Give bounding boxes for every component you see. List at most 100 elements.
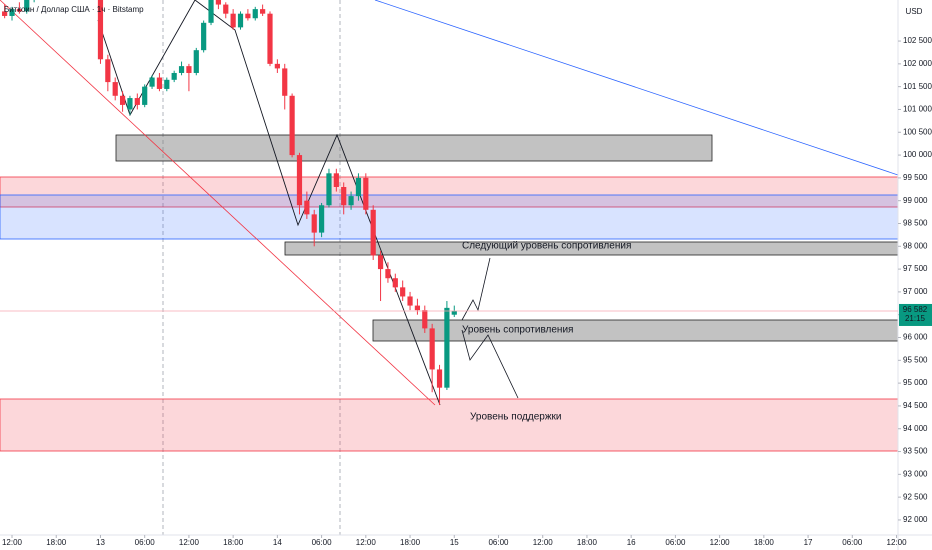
x-tick-label: 17 [804,538,813,547]
candle-body [282,68,288,96]
candle-body [252,9,258,19]
x-tick-label: 18:00 [754,538,775,547]
x-tick-label: 06:00 [488,538,509,547]
candle-body [422,310,428,329]
candle-body [274,63,280,69]
y-tick-label: 100 000 [903,150,932,159]
zigzag [97,0,441,406]
y-tick-label: 92 000 [903,515,928,524]
x-tick-label: 12:00 [179,538,200,547]
candle-body [318,205,325,233]
x-tick-label: 12:00 [887,538,908,547]
candle-body [348,196,354,206]
zone [0,194,898,240]
y-tick-label: 92 500 [903,492,928,501]
price-label: 96 582 [903,305,928,314]
candle-body [289,95,295,156]
zone [115,134,713,162]
countdown: 21:15 [905,314,926,323]
candle-body [436,369,443,388]
candle-body [451,310,457,315]
candle-body [9,9,15,16]
x-tick-label: 15 [450,538,459,547]
candle-body [105,59,111,83]
y-tick-label: 99 500 [903,173,928,182]
candle-body [201,22,207,51]
y-tick-label: 94 500 [903,401,928,410]
x-tick-label: 06:00 [842,538,863,547]
trend-line [374,0,898,176]
candle-body [407,296,413,306]
x-tick-label: 18:00 [46,538,67,547]
zone [0,398,898,452]
y-tick-label: 95 500 [903,355,928,364]
drawings [0,0,898,535]
y-tick-label: 94 000 [903,424,928,433]
y-tick-label: 99 000 [903,196,928,205]
candle-body [16,9,22,12]
candle-body [377,255,384,270]
y-tick-label: 93 500 [903,447,928,456]
annotation: Следующий уровень сопротивления [462,241,631,252]
projection [461,329,519,399]
zone [0,176,898,208]
annotation: Уровень сопротивления [462,325,573,336]
candle-body [156,77,163,89]
candle-body [230,13,236,28]
candle-body [296,155,303,206]
candle-body [186,66,192,73]
candle-body [444,307,450,388]
candle-body [119,95,126,105]
candle-body [223,4,229,14]
price-label-box [899,303,932,326]
y-tick-label: 96 000 [903,333,928,342]
candle-body [333,173,339,187]
candle-body [392,278,398,288]
y-tick-label: 98 500 [903,219,928,228]
x-tick-label: 06:00 [312,538,333,547]
candle-body [127,98,133,110]
candle-body [363,177,369,210]
candle-body [112,82,118,96]
annotation: Уровень поддержки [470,412,562,423]
x-tick-label: 14 [273,538,282,547]
x-tick-label: 06:00 [665,538,686,547]
candle-body [178,66,185,73]
x-tick-label: 12:00 [533,538,554,547]
candle-body [164,79,170,89]
chart-title: Биткоин / Доллар США · 1ч · Bitstamp [4,5,144,14]
x-tick-label: 12:00 [710,538,731,547]
x-tick-label: 16 [627,538,636,547]
trend-line [0,0,436,406]
candle-body [355,177,362,197]
candle-body [267,13,273,64]
x-tick-label: 12:00 [2,538,23,547]
y-tick-label: 98 000 [903,241,928,250]
candle-body [24,0,30,12]
y-tick-label: 102 500 [903,36,932,45]
y-tick-label: 101 000 [903,105,932,114]
candle-body [134,98,140,105]
x-tick-label: 06:00 [135,538,156,547]
candle-body [429,328,435,370]
candle-body [385,269,391,279]
candle-body [237,13,244,28]
y-tick-label: 95 000 [903,378,928,387]
y-tick-label: 100 500 [903,127,932,136]
y-tick-label: 93 000 [903,469,928,478]
currency: USD [906,7,923,16]
candle-body [400,287,406,297]
candle-body [149,77,155,87]
candle-body [260,9,266,14]
x-tick-label: 18:00 [223,538,244,547]
candle-body [208,0,214,23]
candle-body [142,86,148,105]
candle-body [2,11,8,16]
x-tick-label: 13 [96,538,105,547]
zone [372,319,898,342]
candle-body [311,214,317,233]
y-tick-label: 102 000 [903,59,932,68]
candle-body [215,0,222,5]
y-tick-label: 101 500 [903,82,932,91]
